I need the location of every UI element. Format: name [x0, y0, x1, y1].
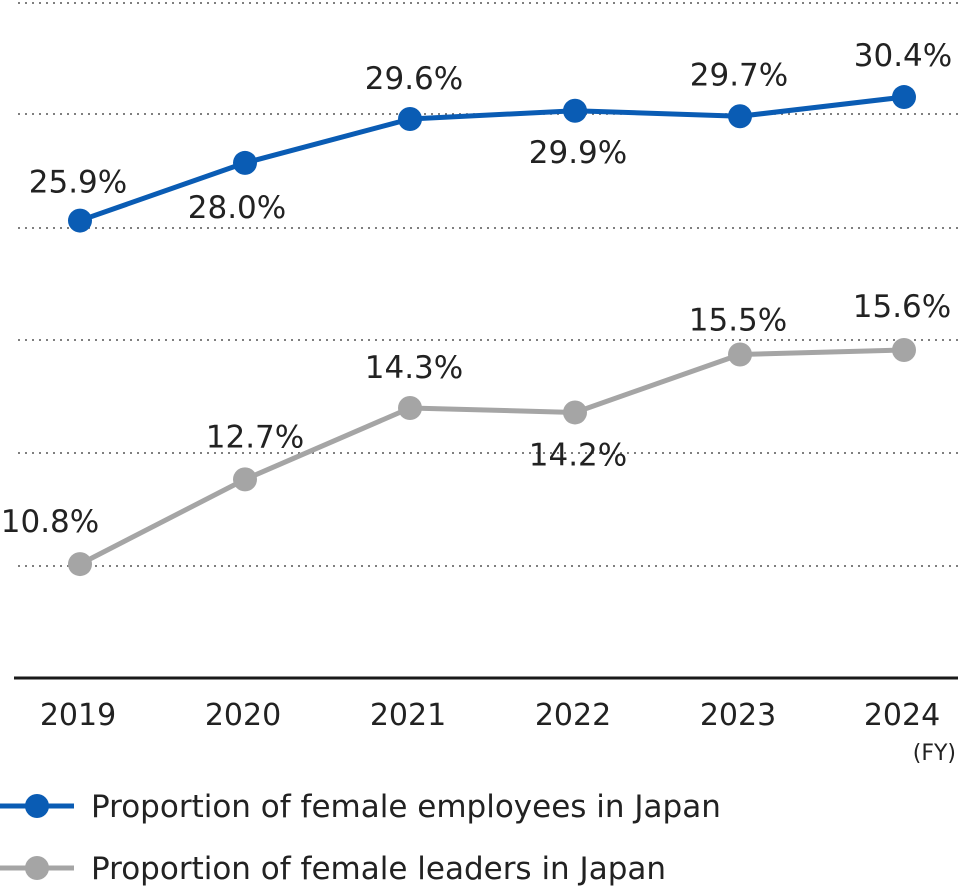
- data-point: [398, 107, 422, 131]
- data-point: [68, 208, 92, 233]
- x-tick-label: 2022: [535, 698, 611, 733]
- data-point: [563, 400, 587, 425]
- legend-item: Proportion of female employees in Japan: [0, 789, 721, 825]
- series-layer: 25.9% 28.0% 29.6% 29.9% 29.7% 30.4% 10.8% 12.7%…: [1, 38, 952, 577]
- data-point: [398, 396, 422, 420]
- x-tick-label: 2019: [40, 698, 116, 733]
- data-label: 30.4%: [854, 38, 952, 74]
- x-axis-ticks: 2019 2020 2021 2022 2023 2024: [40, 698, 940, 733]
- x-tick-label: 2023: [700, 698, 776, 733]
- legend-marker: [25, 856, 49, 880]
- data-label: 15.5%: [689, 302, 787, 338]
- legend: Proportion of female employees in Japan P…: [0, 789, 721, 887]
- gridlines: [18, 2, 958, 567]
- legend-label: Proportion of female employees in Japan: [91, 789, 721, 825]
- data-label: 29.9%: [529, 135, 627, 171]
- data-point: [728, 104, 752, 129]
- data-label: 29.6%: [365, 61, 463, 97]
- data-point: [892, 338, 916, 363]
- data-label: 28.0%: [188, 190, 286, 226]
- data-point: [563, 98, 587, 123]
- x-tick-label: 2021: [370, 698, 446, 733]
- data-label: 14.3%: [365, 350, 463, 386]
- data-point: [892, 85, 916, 110]
- series-line: [78, 347, 905, 567]
- x-tick-label: 2024: [864, 698, 940, 733]
- data-label: 14.2%: [529, 437, 627, 473]
- data-label: 29.7%: [690, 57, 788, 93]
- data-point: [728, 342, 752, 367]
- legend-marker: [25, 794, 49, 818]
- x-tick-label: 2020: [205, 698, 281, 733]
- data-label: 15.6%: [853, 289, 951, 325]
- legend-item: Proportion of female leaders in Japan: [0, 851, 666, 887]
- data-point: [233, 467, 257, 492]
- data-point: [233, 150, 257, 175]
- series-line: [79, 94, 905, 223]
- data-label: 12.7%: [206, 419, 304, 455]
- series-2: 10.8% 12.7% 14.3% 14.2% 15.5% 15.6%: [1, 289, 951, 577]
- data-label: 10.8%: [1, 504, 99, 540]
- data-point: [68, 552, 92, 577]
- data-label: 25.9%: [29, 165, 127, 201]
- series-1: 25.9% 28.0% 29.6% 29.9% 29.7% 30.4%: [29, 38, 952, 233]
- x-axis-unit: (FY): [913, 741, 956, 766]
- legend-label: Proportion of female leaders in Japan: [91, 851, 666, 887]
